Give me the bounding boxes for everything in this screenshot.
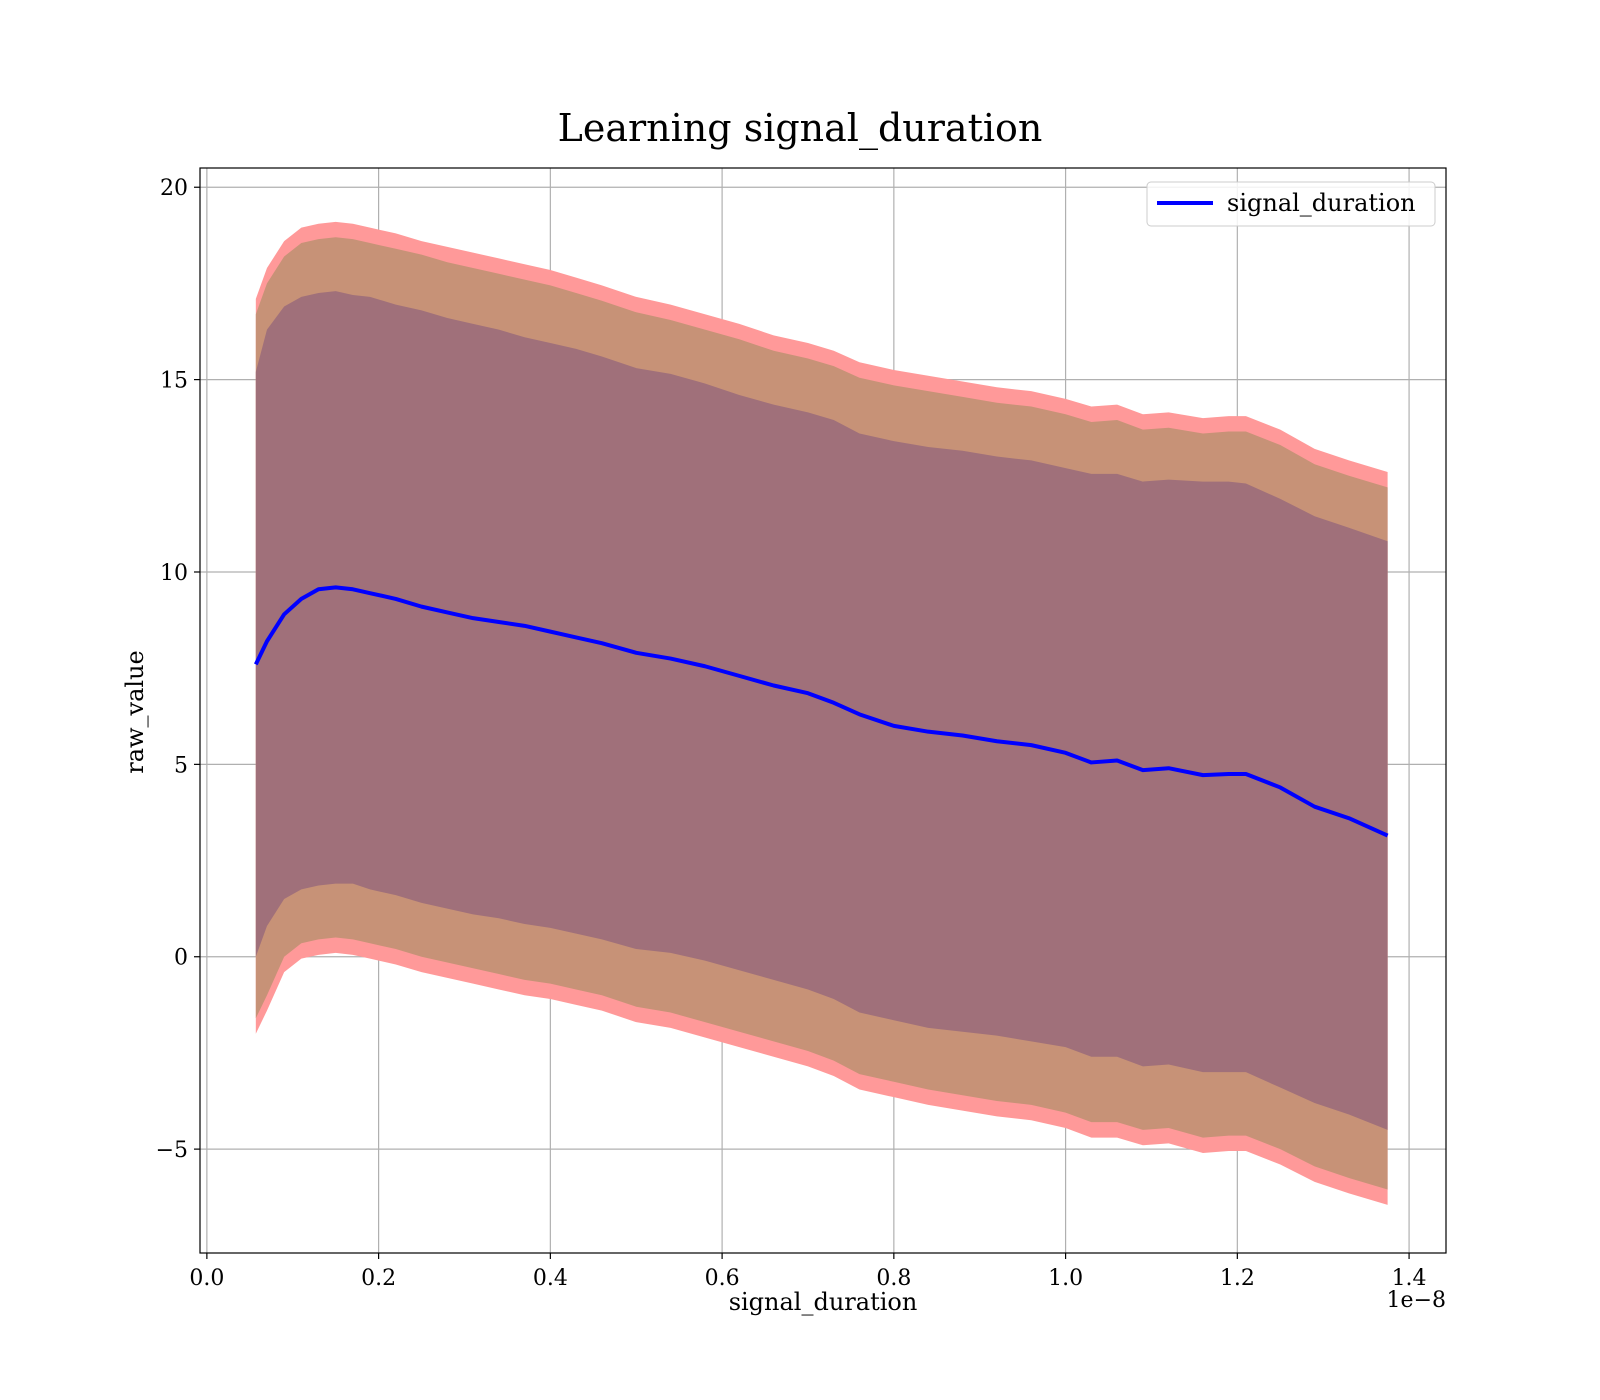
y-tick-label: 10 (160, 561, 188, 586)
chart-title: Learning signal_duration (558, 106, 1043, 151)
mean-line-layer (254, 585, 1389, 838)
y-axis-label: raw_value (121, 650, 149, 774)
x-axis-label: signal_duration (729, 1288, 918, 1316)
band-1sd (255, 291, 1388, 1130)
axis-ticks: 0.0 0.2 0.4 0.6 0.8 1.0 1.2 1.4 −5 0 5 10 15 20 (156, 176, 1427, 1291)
series-line-signal-duration (254, 585, 1389, 838)
plot-frame (199, 167, 1447, 1254)
x-tick-label: 0.6 (705, 1266, 740, 1291)
legend: signal_duration (1146, 181, 1436, 227)
x-tick-label: 0.8 (876, 1266, 911, 1291)
x-offset-text: 1e−8 (1387, 1288, 1446, 1313)
x-tick-label: 1.2 (1220, 1266, 1255, 1291)
y-tick-label: 5 (174, 753, 188, 778)
y-tick-label: −5 (156, 1138, 188, 1163)
legend-box (1146, 181, 1436, 227)
x-tick-label: 1.4 (1392, 1266, 1427, 1291)
x-tick-label: 0.2 (361, 1266, 396, 1291)
confidence-bands (255, 221, 1388, 1205)
x-tick-label: 0.4 (533, 1266, 568, 1291)
x-tick-label: 1.0 (1048, 1266, 1083, 1291)
x-tick-label: 0.0 (189, 1266, 224, 1291)
legend-label-signal-duration: signal_duration (1227, 189, 1416, 217)
y-tick-label: 0 (174, 946, 188, 971)
y-tick-label: 20 (160, 176, 188, 201)
y-tick-label: 15 (160, 369, 188, 394)
